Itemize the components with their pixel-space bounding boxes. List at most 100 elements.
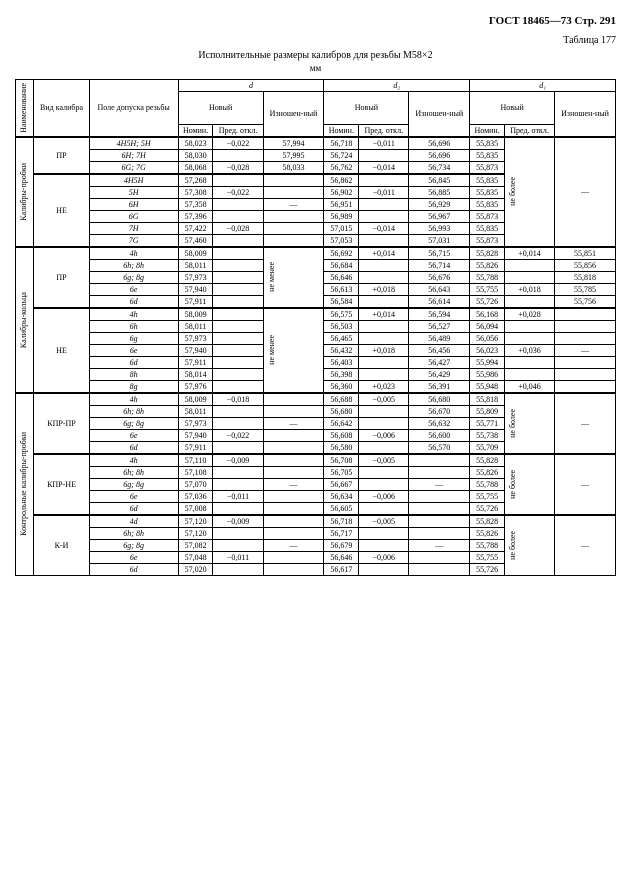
col-izn: Изношен-ный	[409, 92, 470, 137]
unit-label: мм	[15, 63, 616, 73]
table-cell: 6e	[89, 429, 178, 441]
table-cell: 4h	[89, 247, 178, 260]
table-cell	[263, 234, 324, 247]
table-cell: 55,835	[470, 149, 505, 161]
table-cell: —	[263, 539, 324, 551]
col-nomin: Номин.	[324, 124, 359, 137]
table-cell: −0,009	[213, 515, 263, 528]
table-cell	[213, 405, 263, 417]
table-cell	[359, 332, 409, 344]
table-cell	[359, 234, 409, 247]
table-cell	[263, 174, 324, 187]
table-cell: 56,168	[470, 308, 505, 321]
table-cell: −0,022	[213, 137, 263, 150]
table-cell	[555, 368, 616, 380]
table-cell: 57,973	[178, 271, 213, 283]
table-cell: 58,009	[178, 308, 213, 321]
col-pred: Пред. откл.	[359, 124, 409, 137]
table-cell	[359, 210, 409, 222]
table-cell	[409, 454, 470, 467]
table-cell: ПР	[34, 137, 89, 174]
table-cell	[263, 466, 324, 478]
table-cell	[359, 405, 409, 417]
table-cell: 6h; 8h	[89, 466, 178, 478]
table-cell: 4h	[89, 308, 178, 321]
table-cell	[213, 198, 263, 210]
table-cell: 56,684	[324, 259, 359, 271]
table-cell: не более	[504, 393, 554, 454]
table-cell: НЕ	[34, 174, 89, 247]
table-cell: 58,009	[178, 247, 213, 260]
table-cell: 56,429	[409, 368, 470, 380]
table-cell: −0,005	[359, 393, 409, 406]
table-cell	[213, 356, 263, 368]
table-cell: —	[263, 478, 324, 490]
table-cell: 56,580	[324, 441, 359, 454]
table-cell: 56,680	[409, 393, 470, 406]
table-cell	[504, 320, 554, 332]
table-cell: 4h	[89, 393, 178, 406]
table-cell: 6g	[89, 332, 178, 344]
table-row: Калибры-кольцаПР4h58,009не менее56,692+0…	[16, 247, 616, 260]
table-cell: 55,986	[470, 368, 505, 380]
table-cell: 56,432	[324, 344, 359, 356]
table-cell: −0,011	[359, 186, 409, 198]
table-cell: −0,022	[213, 429, 263, 441]
table-cell	[409, 466, 470, 478]
table-cell: +0,046	[504, 380, 554, 393]
table-cell: −0,028	[213, 222, 263, 234]
table-cell: 6e	[89, 490, 178, 502]
table-cell: 56,667	[324, 478, 359, 490]
table-cell: 55,826	[470, 259, 505, 271]
table-cell	[263, 563, 324, 575]
table-cell	[213, 259, 263, 271]
table-cell: 56,724	[324, 149, 359, 161]
table-cell	[263, 210, 324, 222]
col-d: d	[178, 80, 324, 92]
table-cell	[213, 332, 263, 344]
col-d1: d₁	[470, 80, 616, 92]
table-cell	[213, 344, 263, 356]
col-pole: Поле допуска резьбы	[89, 80, 178, 137]
table-cell: +0,018	[504, 283, 554, 295]
table-cell	[213, 210, 263, 222]
table-cell: 55,755	[470, 283, 505, 295]
vertical-label: не более	[507, 407, 518, 440]
table-cell	[213, 466, 263, 478]
table-cell: −0,022	[213, 186, 263, 198]
table-cell: 56,646	[324, 271, 359, 283]
table-cell: 56,605	[324, 502, 359, 515]
table-cell: −0,014	[359, 161, 409, 174]
table-cell: −0,014	[359, 222, 409, 234]
table-cell	[555, 356, 616, 368]
table-cell: КПР-НЕ	[34, 454, 89, 515]
table-cell: 56,570	[409, 441, 470, 454]
table-cell: 55,828	[470, 247, 505, 260]
table-row: Контрольные калибры-пробкиКПР-ПР4h58,009…	[16, 393, 616, 406]
data-table: Наименование Вид калибра Поле допуска ре…	[15, 79, 616, 576]
table-cell: 57,995	[263, 149, 324, 161]
table-cell: 56,632	[409, 417, 470, 429]
table-cell: 57,031	[409, 234, 470, 247]
table-cell	[213, 539, 263, 551]
table-row: К-И4d57,120−0,00956,718−0,00555,828не бо…	[16, 515, 616, 528]
table-cell: 55,726	[470, 563, 505, 575]
table-cell: 56,594	[409, 308, 470, 321]
table-cell: 57,308	[178, 186, 213, 198]
table-cell: 55,785	[555, 283, 616, 295]
table-cell: 55,818	[555, 271, 616, 283]
table-cell: 57,911	[178, 441, 213, 454]
col-pred: Пред. откл.	[504, 124, 554, 137]
table-cell: 57,108	[178, 466, 213, 478]
table-cell	[263, 502, 324, 515]
table-cell: 56,646	[324, 551, 359, 563]
table-cell: 56,989	[324, 210, 359, 222]
table-cell: 57,911	[178, 295, 213, 308]
table-cell: 6d	[89, 502, 178, 515]
table-number: Таблица 177	[15, 35, 616, 46]
table-cell: 56,403	[324, 356, 359, 368]
table-cell	[359, 563, 409, 575]
table-cell: 57,036	[178, 490, 213, 502]
table-cell: 55,851	[555, 247, 616, 260]
table-cell	[213, 502, 263, 515]
